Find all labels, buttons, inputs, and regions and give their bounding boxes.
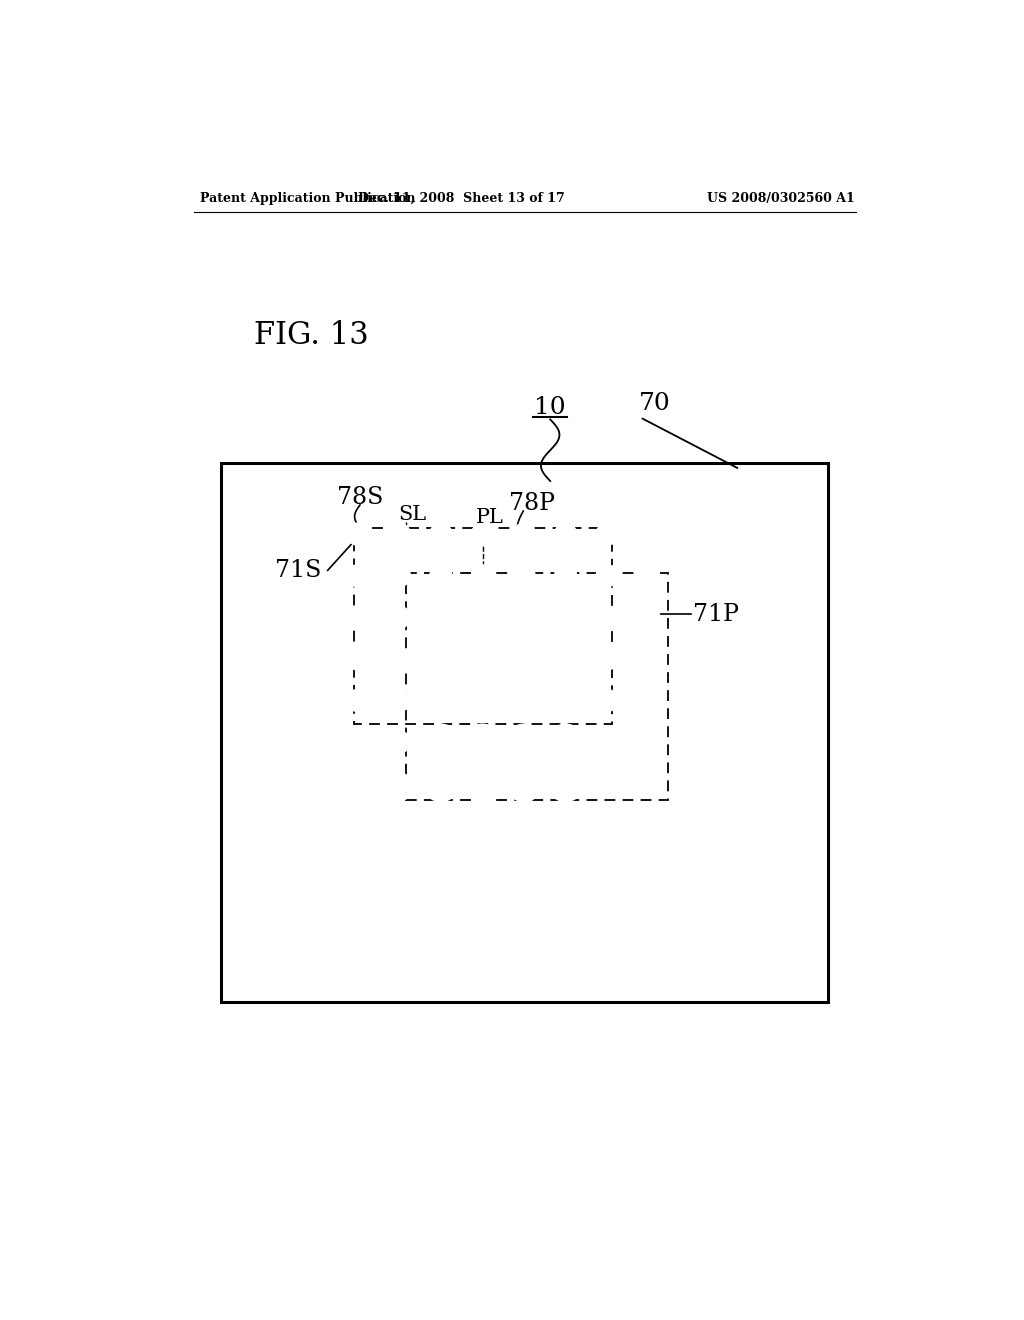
Bar [221,462,828,1002]
Circle shape [465,725,500,760]
Circle shape [388,565,410,586]
Circle shape [472,524,494,545]
Circle shape [596,774,617,795]
Circle shape [638,689,659,711]
Text: 71P: 71P [692,603,738,626]
Circle shape [548,642,584,677]
Circle shape [347,855,369,878]
Circle shape [548,725,584,760]
Text: 78P: 78P [509,492,555,515]
Text: US 2008/0302560 A1: US 2008/0302560 A1 [707,191,854,205]
Circle shape [472,565,494,586]
Circle shape [347,565,369,586]
Text: Patent Application Publication: Patent Application Publication [200,191,416,205]
Circle shape [638,731,659,752]
Circle shape [638,648,659,669]
Text: SL: SL [398,504,427,524]
Circle shape [506,682,542,718]
Circle shape [347,524,369,545]
Circle shape [423,682,459,718]
Circle shape [472,814,494,836]
Circle shape [423,599,459,635]
Circle shape [465,766,500,801]
Circle shape [596,565,617,586]
Circle shape [347,648,369,669]
Circle shape [548,599,584,635]
Circle shape [548,766,584,801]
Bar [407,573,668,800]
Circle shape [555,524,577,545]
Text: PL: PL [475,508,504,527]
Circle shape [423,725,459,760]
Circle shape [388,814,410,836]
Circle shape [388,689,410,711]
Bar [354,528,611,725]
Circle shape [555,565,577,586]
Text: 70: 70 [639,392,671,414]
Circle shape [465,642,500,677]
Circle shape [430,814,452,836]
Circle shape [596,689,617,711]
Circle shape [347,774,369,795]
Circle shape [430,855,452,878]
Circle shape [596,814,617,836]
Circle shape [596,524,617,545]
Circle shape [506,766,542,801]
Circle shape [347,607,369,628]
Circle shape [555,855,577,878]
Circle shape [506,725,542,760]
Circle shape [472,855,494,878]
Circle shape [548,682,584,718]
Circle shape [430,524,452,545]
Circle shape [388,731,410,752]
Circle shape [423,642,459,677]
Circle shape [638,524,659,545]
Circle shape [513,565,535,586]
Circle shape [638,814,659,836]
Circle shape [388,648,410,669]
Circle shape [513,524,535,545]
Circle shape [513,814,535,836]
Text: FIG. 13: FIG. 13 [254,319,369,351]
Circle shape [638,774,659,795]
Circle shape [513,855,535,878]
Circle shape [465,599,500,635]
Text: 10: 10 [535,396,566,418]
Circle shape [347,814,369,836]
Text: Dec. 11, 2008  Sheet 13 of 17: Dec. 11, 2008 Sheet 13 of 17 [358,191,565,205]
Circle shape [388,524,410,545]
Circle shape [638,565,659,586]
Circle shape [430,565,452,586]
Circle shape [388,607,410,628]
Circle shape [596,731,617,752]
Circle shape [506,599,542,635]
Circle shape [388,774,410,795]
Circle shape [638,855,659,878]
Circle shape [638,607,659,628]
Circle shape [347,689,369,711]
Circle shape [596,607,617,628]
Circle shape [596,648,617,669]
Circle shape [423,766,459,801]
Circle shape [555,814,577,836]
Circle shape [596,855,617,878]
Circle shape [465,682,500,718]
Circle shape [347,731,369,752]
Text: 71S: 71S [275,558,322,582]
Text: 78S: 78S [337,486,383,508]
Circle shape [506,642,542,677]
Circle shape [388,855,410,878]
